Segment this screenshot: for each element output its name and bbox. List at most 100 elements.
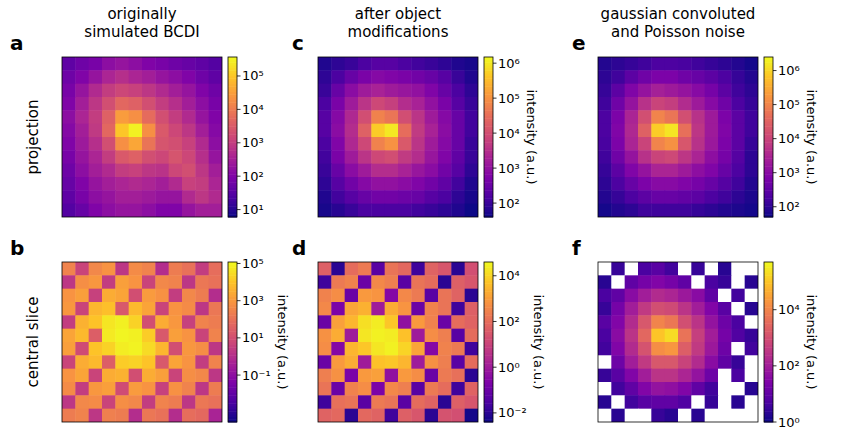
cell [598, 289, 612, 303]
cell [358, 164, 372, 178]
cell [665, 110, 679, 124]
cell [195, 329, 209, 343]
panel: 10²10³10⁴10⁵10⁶intensity (a.u.)after obj… [292, 5, 539, 218]
cell [89, 57, 103, 71]
cell [451, 395, 465, 409]
cell [718, 409, 732, 422]
cell [75, 124, 89, 138]
colorbar-tick-label: 10⁵ [242, 68, 264, 83]
cell [438, 369, 452, 383]
cell [318, 124, 332, 138]
cell [625, 164, 639, 178]
cell [665, 177, 679, 191]
cell [195, 84, 209, 98]
cell [169, 342, 183, 356]
cell [62, 57, 76, 71]
cell [331, 395, 345, 409]
cell [425, 395, 439, 409]
cell [89, 302, 103, 316]
cell [182, 124, 196, 138]
cell [102, 302, 116, 316]
cell [598, 150, 612, 164]
heatmap [598, 262, 758, 422]
cell [651, 110, 665, 124]
cell [425, 97, 439, 111]
cell [691, 329, 705, 343]
cell [745, 190, 758, 204]
cell [358, 70, 372, 84]
cell [209, 289, 222, 303]
cell [371, 177, 385, 191]
cell [331, 110, 345, 124]
colorbar: 10⁰10²10⁴intensity (a.u.) [764, 262, 819, 430]
cell [398, 137, 412, 151]
cell [155, 70, 169, 84]
cell [678, 177, 692, 191]
cell [129, 262, 143, 276]
cell [465, 315, 478, 329]
cell [611, 302, 625, 316]
cell [678, 164, 692, 178]
cell [371, 315, 385, 329]
cell [129, 342, 143, 356]
cell [411, 342, 425, 356]
cell [638, 355, 652, 369]
cell [425, 110, 439, 124]
frame [598, 57, 758, 217]
colorbar-tick [237, 75, 241, 76]
cell [318, 355, 332, 369]
cell [155, 409, 169, 422]
colorbar: 10⁻¹10¹10³10⁵intensity (a.u.) [228, 256, 290, 423]
colorbar-tick [493, 412, 497, 413]
cell [62, 382, 76, 396]
cell [665, 164, 679, 178]
cell [358, 190, 372, 204]
cell [209, 342, 222, 356]
cell [705, 164, 719, 178]
cell [718, 177, 732, 191]
cell [691, 289, 705, 303]
cell [89, 355, 103, 369]
cell [638, 315, 652, 329]
cell [385, 329, 399, 343]
cell [438, 275, 452, 289]
cell [705, 355, 719, 369]
cell [678, 329, 692, 343]
cell [678, 275, 692, 289]
cell [651, 302, 665, 316]
cell [182, 382, 196, 396]
colorbar-tick [493, 63, 497, 64]
cell [451, 382, 465, 396]
cell [691, 110, 705, 124]
cell [425, 302, 439, 316]
cell [651, 137, 665, 151]
cell [195, 302, 209, 316]
cell [89, 177, 103, 191]
cell [625, 190, 639, 204]
cell [611, 329, 625, 343]
cell [209, 190, 222, 204]
colorbar-tick-label: 10² [498, 196, 520, 211]
cell [718, 70, 732, 84]
cell [678, 409, 692, 422]
cell [62, 190, 76, 204]
cell [451, 342, 465, 356]
colorbar-tick [237, 109, 241, 110]
cell [115, 164, 129, 178]
cell [318, 369, 332, 383]
cell [129, 57, 143, 71]
title-line: after object [355, 5, 442, 23]
cell [718, 289, 732, 303]
cell [665, 395, 679, 409]
cell [75, 164, 89, 178]
cell [129, 275, 143, 289]
cell [425, 355, 439, 369]
cell [195, 57, 209, 71]
cell [155, 57, 169, 71]
cell [718, 329, 732, 343]
cell [411, 302, 425, 316]
cell [331, 382, 345, 396]
panel-title: after objectmodifications [348, 5, 449, 41]
cell [398, 204, 412, 217]
cell [209, 150, 222, 164]
